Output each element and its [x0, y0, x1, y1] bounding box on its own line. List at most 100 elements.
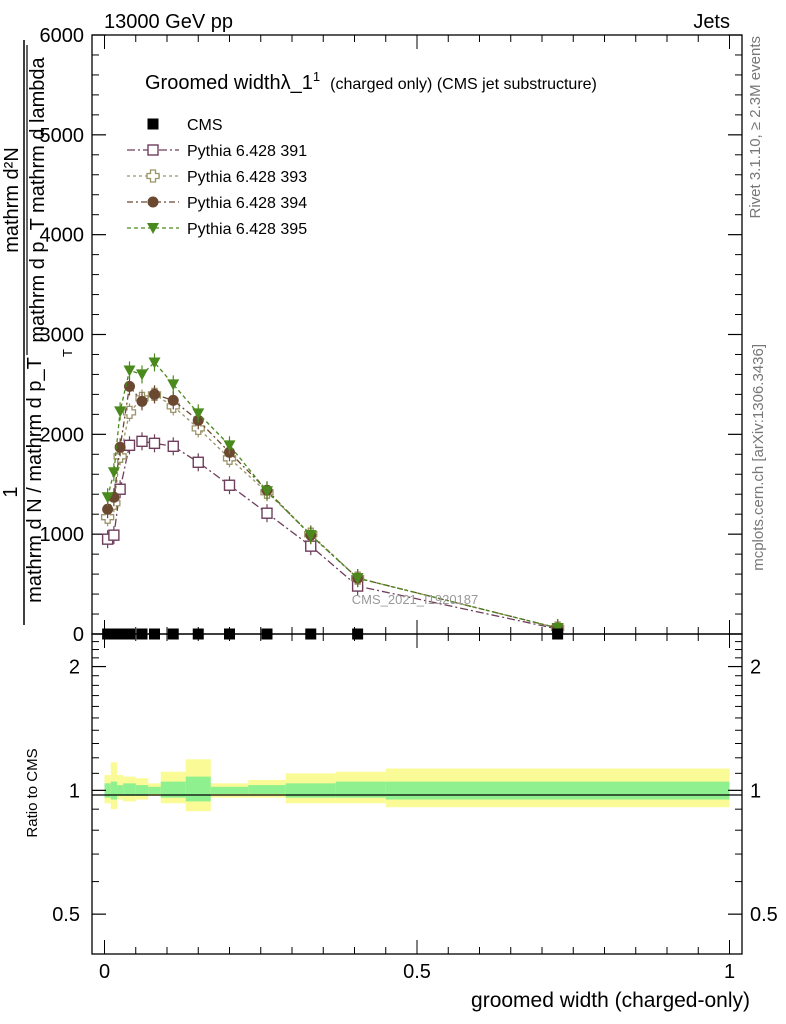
- main-ylabel: 1 mathrm d N / mathrm d p_T mathrm d²N m…: [0, 40, 75, 625]
- ratio-xtick-label: 1: [724, 961, 735, 983]
- data-point: [304, 530, 317, 542]
- series-pythia-6-428-391: [101, 432, 564, 639]
- main-ytick-label: 6000: [40, 25, 85, 47]
- ratio-band-inner: [385, 781, 730, 800]
- legend-item: Pythia 6.428 391: [127, 143, 307, 160]
- data-point: [123, 365, 136, 377]
- data-point: [114, 483, 126, 495]
- data-point: [136, 395, 148, 407]
- legend-label: Pythia 6.428 395: [187, 221, 307, 238]
- main-ytick-label: 5000: [40, 125, 85, 147]
- data-point: [136, 435, 148, 448]
- x-axis-label: groomed width (charged-only): [471, 989, 750, 1012]
- ratio-band-inner: [104, 783, 111, 798]
- data-point: [108, 529, 120, 541]
- ratio-ytick-label: 1: [69, 780, 80, 802]
- legend-label: Pythia 6.428 393: [187, 169, 307, 186]
- legend-marker: [146, 169, 160, 183]
- main-ytick-label: 0: [73, 624, 84, 646]
- ylabel-sub: T: [60, 349, 75, 357]
- data-point: [261, 486, 273, 498]
- legend-label: Pythia 6.428 391: [187, 143, 307, 160]
- ratio-ylabel: Ratio to CMS: [24, 748, 41, 837]
- ratio-bands: [104, 759, 730, 812]
- legend-marker: [147, 223, 159, 234]
- data-point: [192, 408, 205, 420]
- series-pythia-6-428-393: [100, 385, 565, 638]
- legend-marker: [147, 196, 159, 208]
- watermark: CMS_2021_I1920187: [352, 592, 479, 607]
- legend: CMS Pythia 6.428 391 Pythia 6.428 393 Pythi…: [127, 117, 307, 238]
- data-point: [114, 441, 126, 453]
- main-series-group: [100, 353, 565, 640]
- data-point: [167, 394, 179, 406]
- series-line: [107, 440, 558, 630]
- data-point: [136, 369, 148, 381]
- data-point: [192, 456, 204, 468]
- data-point: [148, 437, 161, 450]
- legend-marker: [147, 144, 159, 156]
- ratio-ytick-label-right: 0.5: [750, 904, 778, 926]
- ratio-band-inner: [117, 785, 124, 796]
- header-left: 13000 GeV pp: [104, 11, 233, 33]
- data-point: [223, 440, 236, 452]
- ratio-frame: [91, 633, 743, 955]
- main-ytick-label: 3000: [40, 325, 85, 347]
- ratio-band-inner: [210, 786, 249, 794]
- data-point: [149, 388, 160, 400]
- data-point: [102, 503, 114, 515]
- data-point: [148, 357, 161, 369]
- ratio-band-inner: [110, 781, 117, 800]
- main-ytick-label: 2000: [40, 424, 85, 446]
- chart-title: Groomed widthλ_11 (charged only) (CMS jet…: [145, 69, 597, 94]
- series-line: [107, 393, 558, 629]
- data-point: [167, 440, 179, 453]
- ratio-ytick-label-right: 1: [750, 780, 761, 802]
- ylabel-denom: mathrm d N / mathrm d p_T: [24, 357, 46, 603]
- chart-title-sup: 1: [313, 69, 320, 84]
- series-pythia-6-428-395: [101, 353, 564, 638]
- series-pythia-6-428-394: [102, 377, 564, 638]
- mcplots-label: mcplots.cern.ch [arXiv:1306.3436]: [750, 344, 767, 571]
- ratio-band-inner: [335, 781, 386, 798]
- data-point: [114, 406, 127, 418]
- ratio-band-inner: [135, 785, 149, 796]
- ratio-xtick-label: 0: [99, 961, 110, 983]
- data-point: [101, 492, 114, 504]
- ratio-ytick-label-right: 2: [750, 657, 761, 679]
- chart-title-main: Groomed widthλ_1: [145, 72, 313, 94]
- legend-item: Pythia 6.428 393: [127, 169, 307, 186]
- ratio-band-inner: [160, 781, 186, 798]
- ylabel-numer2: mathrm d²N: [1, 147, 23, 253]
- data-point: [123, 439, 136, 452]
- ylabel-denom2: mathrm d p_T mathrm d lambda: [27, 56, 49, 342]
- ratio-band-inner: [148, 786, 161, 794]
- ratio-ytick-label: 2: [69, 657, 80, 679]
- ratio-ytick-label: 0.5: [52, 904, 80, 926]
- rivet-label: Rivet 3.1.10, ≥ 2.3M events: [747, 36, 764, 219]
- legend-label: CMS: [187, 117, 223, 134]
- legend-item: CMS: [147, 117, 223, 134]
- data-point: [261, 507, 273, 519]
- data-point: [167, 379, 180, 391]
- series-line: [107, 384, 558, 629]
- ratio-band-inner: [185, 776, 211, 802]
- ratio-band-inner: [285, 783, 336, 798]
- header-right: Jets: [693, 11, 730, 33]
- legend-item: Pythia 6.428 394: [127, 195, 307, 212]
- main-ytick-label: 4000: [40, 225, 85, 247]
- data-point: [351, 573, 364, 585]
- data-point: [107, 467, 120, 479]
- main-ytick-label: 1000: [40, 524, 85, 546]
- legend-item: Pythia 6.428 395: [127, 221, 307, 238]
- ratio-axis-ticks: 0.5 0.5 1 1 2 2 0 0.5 1: [52, 634, 778, 983]
- ratio-xtick-label: 0.5: [403, 961, 431, 983]
- chart-title-suffix: (charged only) (CMS jet substructure): [330, 76, 597, 93]
- ratio-panel: 0.5 0.5 1 1 2 2 0 0.5 1 Ratio to CMS groomed wid…: [24, 633, 778, 1012]
- ylabel-numer: 1: [0, 486, 22, 497]
- legend-marker: [147, 118, 159, 130]
- ratio-band-inner: [248, 785, 286, 794]
- data-point: [223, 479, 236, 491]
- ratio-band-inner: [123, 783, 136, 796]
